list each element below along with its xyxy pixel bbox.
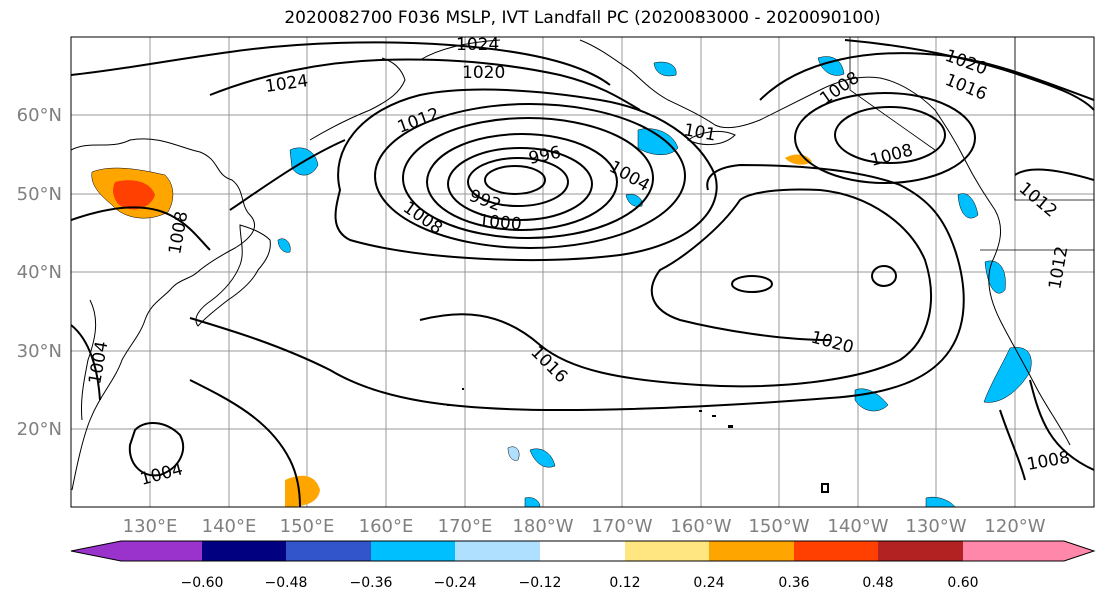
lon-label: 150°W bbox=[748, 516, 809, 537]
colorbar-segment bbox=[540, 541, 625, 561]
lon-label: 140°E bbox=[202, 516, 257, 537]
contour-label: 1000 bbox=[478, 211, 523, 235]
mslp-contours bbox=[71, 39, 1094, 507]
contour-label: 1020 bbox=[462, 63, 505, 83]
lat-label: 20°N bbox=[17, 419, 62, 440]
colorbar-segments bbox=[70, 540, 1096, 562]
colorbar-outline bbox=[70, 540, 1096, 562]
lat-label: 50°N bbox=[17, 184, 62, 205]
lon-label: 170°E bbox=[438, 516, 493, 537]
lon-label: 140°W bbox=[827, 516, 888, 537]
colorbar-tick-label: 0.48 bbox=[862, 575, 893, 591]
colorbar-segment bbox=[625, 541, 709, 561]
lon-label: 130°E bbox=[123, 516, 178, 537]
lat-label: 30°N bbox=[17, 341, 62, 362]
colorbar-extend-min bbox=[71, 541, 121, 561]
colorbar-segment bbox=[455, 541, 540, 561]
colorbar-segment bbox=[202, 541, 286, 561]
lat-label: 40°N bbox=[17, 262, 62, 283]
colorbar-tick-label: 0.36 bbox=[778, 575, 809, 591]
map-frame bbox=[70, 36, 1095, 508]
colorbar-tick-label: −0.24 bbox=[434, 575, 477, 591]
colorbar-ticks: −0.60 −0.48 −0.36 −0.24 −0.12 0.12 0.24 … bbox=[181, 575, 979, 591]
colorbar: −0.60 −0.48 −0.36 −0.24 −0.12 0.12 0.24 … bbox=[70, 540, 1096, 591]
colorbar-extend-max bbox=[1064, 541, 1094, 561]
colorbar-tick-label: −0.60 bbox=[181, 575, 224, 591]
colorbar-tick-label: −0.48 bbox=[265, 575, 308, 591]
map-title: 2020082700 F036 MSLP, IVT Landfall PC (2… bbox=[284, 8, 881, 28]
contour-label: 1024 bbox=[456, 35, 499, 55]
colorbar-segment bbox=[709, 541, 794, 561]
colorbar-segment bbox=[121, 541, 202, 561]
lon-label: 150°E bbox=[280, 516, 335, 537]
ivt-negative-patches bbox=[277, 56, 1032, 507]
colorbar-tick-label: 0.24 bbox=[693, 575, 724, 591]
lon-label: 170°W bbox=[591, 516, 652, 537]
political-boundaries bbox=[849, 37, 1094, 251]
colorbar-tick-label: −0.12 bbox=[519, 575, 562, 591]
colorbar-segment bbox=[878, 541, 963, 561]
colorbar-tick-label: 0.12 bbox=[609, 575, 640, 591]
lon-label: 160°E bbox=[359, 516, 414, 537]
lon-label: 160°W bbox=[670, 516, 731, 537]
lat-label: 60°N bbox=[17, 105, 62, 126]
coastlines bbox=[71, 39, 1071, 491]
colorbar-segment bbox=[963, 541, 1064, 561]
colorbar-tick-label: −0.36 bbox=[350, 575, 393, 591]
colorbar-segment bbox=[371, 541, 455, 561]
colorbar-segment bbox=[286, 541, 371, 561]
ivt-positive-patches bbox=[91, 154, 812, 507]
lon-label: 180°W bbox=[512, 516, 573, 537]
lon-label: 120°W bbox=[984, 516, 1045, 537]
longitude-labels: 130°E 140°E 150°E 160°E 170°E 180°W 170°… bbox=[123, 516, 1046, 537]
colorbar-segment bbox=[794, 541, 878, 561]
colorbar-tick-label: 0.60 bbox=[947, 575, 978, 591]
lon-label: 130°W bbox=[905, 516, 966, 537]
gridlines bbox=[71, 37, 1094, 507]
latitude-labels: 60°N 50°N 40°N 30°N 20°N bbox=[17, 105, 62, 440]
